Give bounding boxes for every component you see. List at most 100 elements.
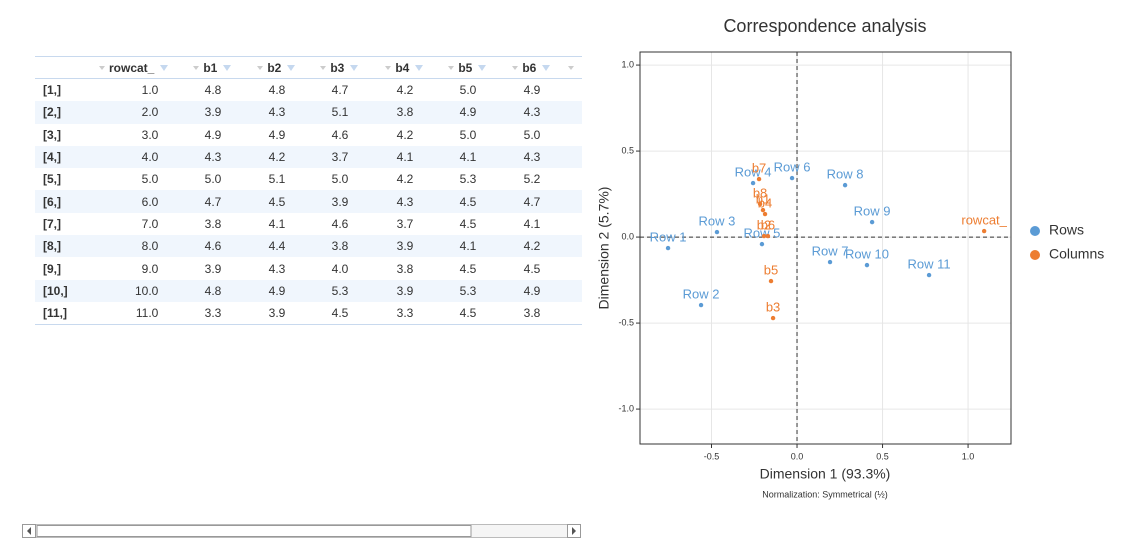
- table-cell: [554, 213, 582, 235]
- table-cell: 5.0: [331, 172, 349, 187]
- table-cell: 4.8: [204, 83, 222, 98]
- table-cell: 4.1: [362, 145, 428, 169]
- y-tick-label: 0.0: [621, 231, 634, 241]
- table-cell: 4.5: [427, 301, 491, 326]
- row-label: [10,]: [35, 279, 95, 302]
- table-cell: 5.0: [204, 172, 222, 187]
- table-cell: 4.3: [362, 190, 428, 213]
- table-cell: 11.0: [95, 301, 173, 326]
- point: [827, 259, 833, 265]
- table-cell: 4.3: [268, 261, 286, 276]
- x-axis-label: Dimension 1 (93.3%): [760, 466, 891, 482]
- column-name: b6: [522, 60, 537, 75]
- point: [761, 233, 767, 239]
- point: [698, 302, 704, 308]
- row-label: [3,]: [43, 127, 61, 142]
- point-label: Row 2: [683, 286, 720, 301]
- arrow-right: [572, 527, 576, 535]
- legend-label: Columns: [1049, 246, 1104, 262]
- table-row: [6,] 6.0 4.7 4.5 3.9 4.3 4.5 4.7: [35, 190, 583, 213]
- point-label: Row 3: [699, 214, 736, 229]
- table-cell: 5.2: [523, 172, 541, 187]
- x-tick-label: 0.5: [876, 451, 889, 461]
- header-cell: b5: [427, 56, 491, 79]
- header-cell: rowcat_: [95, 56, 173, 79]
- plot-border: [639, 51, 1012, 445]
- table-cell: 4.0: [95, 145, 173, 169]
- table-cell: 4.9: [490, 279, 555, 302]
- table-cell: 4.6: [172, 235, 236, 258]
- table-cell: 5.0: [523, 127, 541, 142]
- table-cell: 3.8: [396, 261, 414, 276]
- table-cell: 4.8: [172, 279, 236, 302]
- legend-label: Rows: [1049, 222, 1084, 238]
- table-cell: 4.7: [490, 190, 555, 213]
- column-name: b4: [395, 60, 410, 75]
- table-cell: 3.9: [172, 101, 236, 124]
- table-cell: 4.1: [427, 145, 491, 169]
- row-label: [2,]: [35, 101, 95, 124]
- row-label: [11,]: [35, 301, 95, 326]
- point: [981, 228, 987, 234]
- table-cell: 4.5: [235, 190, 300, 213]
- table-cell: 3.0: [141, 127, 159, 142]
- table-cell: 4.5: [459, 261, 477, 276]
- table-cell: [554, 124, 582, 146]
- table-cell: 3.8: [204, 216, 222, 231]
- point-label: b6: [761, 217, 775, 232]
- table-cell: [554, 168, 582, 190]
- table-cell: 4.2: [396, 172, 414, 187]
- table-cell: [554, 145, 583, 169]
- point-label: Row 8: [827, 167, 864, 182]
- x-tick-label: 1.0: [962, 451, 975, 461]
- table-cell: 3.8: [299, 235, 363, 258]
- table-cell: 6.0: [95, 190, 173, 213]
- table-cell: 4.2: [490, 235, 555, 258]
- arrow-left: [27, 527, 31, 535]
- table-cell: 3.9: [362, 235, 428, 258]
- row-label: [6,]: [35, 190, 95, 213]
- point: [864, 262, 870, 268]
- point: [869, 219, 875, 225]
- point: [762, 211, 768, 217]
- table-cell: 3.3: [172, 301, 236, 326]
- table-cell: 9.0: [141, 261, 159, 276]
- table-cell: 4.1: [523, 216, 541, 231]
- horizontal-scrollbar[interactable]: [22, 524, 582, 539]
- table-cell: 4.3: [490, 101, 555, 124]
- x-tick-label: -0.5: [704, 451, 720, 461]
- row-label: [5,]: [43, 172, 61, 187]
- table-row: [5,] 5.0 5.0 5.1 5.0 4.2 5.3 5.2: [35, 168, 582, 190]
- column-name: rowcat_: [109, 60, 155, 75]
- y-tick-label: 1.0: [621, 59, 634, 69]
- point: [926, 272, 932, 278]
- point: [768, 278, 774, 284]
- point: [750, 180, 756, 186]
- table-cell: 4.9: [268, 127, 286, 142]
- point: [757, 201, 763, 207]
- point-label: b4: [758, 195, 772, 210]
- point-label: Row 10: [845, 247, 889, 262]
- table-cell: 4.9: [204, 127, 222, 142]
- legend-marker: [1030, 226, 1040, 236]
- table-cell: 4.8: [268, 83, 286, 98]
- header-cell: [35, 56, 95, 79]
- table-cell: 3.9: [362, 279, 428, 302]
- data-table: rowcat_ b1 b2 b3 b4 b5 b6 [1,] 1.0 4.8 4.8 4.7 4.2 5…: [35, 56, 583, 326]
- table-cell: 4.5: [459, 216, 477, 231]
- table-row: [7,] 7.0 3.8 4.1 4.6 3.7 4.5 4.1: [35, 213, 582, 235]
- scroll-thumb[interactable]: [36, 525, 472, 537]
- table-cell: [554, 235, 583, 258]
- table-cell: 4.2: [396, 83, 414, 98]
- legend-marker: [1030, 250, 1040, 260]
- row-label: [1,]: [43, 83, 61, 98]
- table-cell: 4.5: [523, 261, 541, 276]
- point-label: Row 5: [744, 226, 781, 241]
- table-cell: 4.5: [427, 190, 491, 213]
- row-label: [7,]: [43, 216, 61, 231]
- table-cell: [554, 301, 583, 326]
- table-cell: 5.1: [268, 172, 286, 187]
- table-cell: 4.3: [235, 101, 300, 124]
- point: [714, 229, 720, 235]
